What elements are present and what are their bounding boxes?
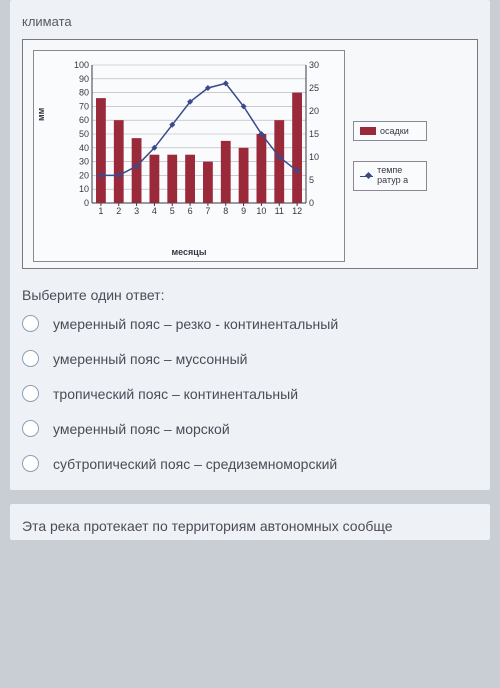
svg-text:50: 50	[79, 129, 89, 139]
legend-bar-swatch	[360, 127, 376, 135]
svg-text:12: 12	[292, 206, 302, 216]
next-question-fragment: Эта река протекает по территориям автоно…	[22, 518, 478, 534]
option-row[interactable]: умеренный пояс – резко - континентальный	[22, 315, 478, 332]
svg-text:40: 40	[79, 143, 89, 153]
svg-text:4: 4	[152, 206, 157, 216]
svg-text:2: 2	[116, 206, 121, 216]
question-card: климата мм 0102030405060708090100 051015…	[10, 0, 490, 490]
svg-text:11: 11	[275, 206, 284, 216]
radio-button[interactable]	[22, 455, 39, 472]
x-axis-label: месяцы	[34, 247, 344, 257]
option-label: субтропический пояс – средиземноморский	[53, 456, 337, 472]
option-row[interactable]: субтропический пояс – средиземноморский	[22, 455, 478, 472]
svg-text:0: 0	[84, 198, 89, 208]
svg-text:3: 3	[134, 206, 139, 216]
radio-button[interactable]	[22, 420, 39, 437]
legend-bar: осадки	[353, 121, 427, 141]
svg-text:15: 15	[309, 129, 319, 139]
svg-text:20: 20	[309, 106, 319, 116]
chart-svg: 0102030405060708090100 051015202530 1234…	[74, 61, 324, 221]
legend-line: темпе ратур а	[353, 161, 427, 191]
legend-line-swatch	[360, 172, 373, 180]
option-row[interactable]: умеренный пояс – морской	[22, 420, 478, 437]
chart-legend: осадки темпе ратур а	[353, 50, 427, 262]
svg-text:7: 7	[205, 206, 210, 216]
svg-text:10: 10	[79, 184, 89, 194]
option-label: умеренный пояс – резко - континентальный	[53, 316, 338, 332]
options-group: умеренный пояс – резко - континентальный…	[22, 315, 478, 472]
radio-button[interactable]	[22, 385, 39, 402]
svg-text:0: 0	[309, 198, 314, 208]
option-label: тропический пояс – континентальный	[53, 386, 298, 402]
chart-container: мм 0102030405060708090100 051015202530 1…	[22, 39, 478, 269]
option-row[interactable]: умеренный пояс – муссонный	[22, 350, 478, 367]
legend-bar-label: осадки	[380, 126, 409, 136]
svg-text:6: 6	[188, 206, 193, 216]
radio-button[interactable]	[22, 315, 39, 332]
option-label: умеренный пояс – муссонный	[53, 351, 248, 367]
option-label: умеренный пояс – морской	[53, 421, 230, 437]
question-title-fragment: климата	[22, 10, 478, 39]
svg-text:100: 100	[74, 61, 89, 70]
svg-text:8: 8	[223, 206, 228, 216]
option-row[interactable]: тропический пояс – континентальный	[22, 385, 478, 402]
svg-text:60: 60	[79, 115, 89, 125]
svg-text:1: 1	[98, 206, 103, 216]
svg-text:10: 10	[309, 152, 319, 162]
svg-text:5: 5	[309, 175, 314, 185]
svg-text:25: 25	[309, 83, 319, 93]
svg-text:5: 5	[170, 206, 175, 216]
svg-text:30: 30	[79, 157, 89, 167]
question-prompt: Выберите один ответ:	[22, 287, 478, 303]
next-question-card: Эта река протекает по территориям автоно…	[10, 504, 490, 540]
svg-text:9: 9	[241, 206, 246, 216]
svg-text:30: 30	[309, 61, 319, 70]
climate-chart: мм 0102030405060708090100 051015202530 1…	[33, 50, 345, 262]
svg-text:70: 70	[79, 101, 89, 111]
radio-button[interactable]	[22, 350, 39, 367]
svg-text:90: 90	[79, 74, 89, 84]
svg-text:20: 20	[79, 170, 89, 180]
legend-line-label: темпе ратур а	[377, 166, 420, 186]
svg-text:10: 10	[256, 206, 266, 216]
y-axis-left-label: мм	[36, 108, 46, 121]
svg-text:80: 80	[79, 88, 89, 98]
